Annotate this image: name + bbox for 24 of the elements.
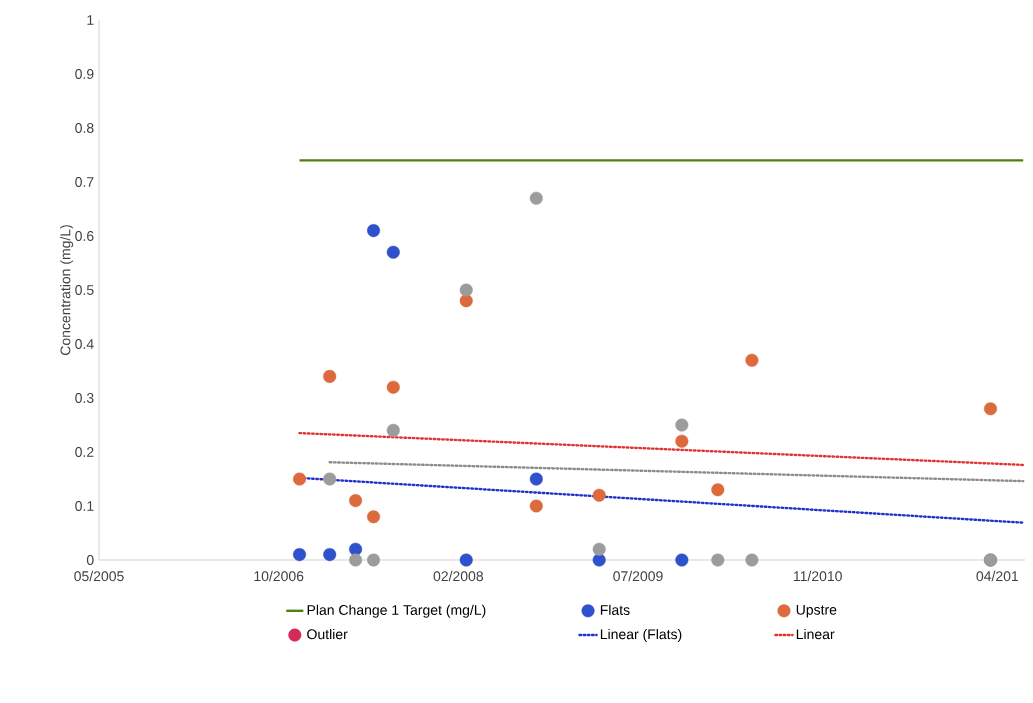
legend-label: Plan Change 1 Target (mg/L)	[307, 604, 486, 618]
legend-label: Flats	[600, 604, 630, 615]
x-tick-label: 10/2006	[254, 570, 304, 582]
y-tick-label: 0.4	[75, 339, 94, 349]
y-tick-label: 0.9	[75, 69, 94, 79]
x-tick-label: 07/2009	[613, 570, 663, 582]
x-tick-label: 02/2008	[433, 570, 484, 582]
y-tick-label: 0	[86, 555, 94, 565]
x-tick-label: 05/2005	[74, 570, 124, 582]
y-tick-label: 0.5	[75, 285, 94, 295]
legend-label: Linear (Flats)	[600, 628, 682, 642]
legend-label: Outlier	[307, 628, 348, 640]
y-tick-label: 0.2	[75, 447, 94, 457]
y-tick-label: 0.7	[75, 177, 94, 187]
legend-label: Linear	[796, 628, 835, 640]
x-tick-label: 04/201	[976, 570, 1019, 582]
y-axis-title: Concentration (mg/L)	[60, 225, 74, 356]
y-tick-label: 0.6	[75, 231, 94, 241]
legend-label: Upstre	[796, 604, 837, 618]
y-tick-label: 0.8	[75, 123, 94, 133]
y-tick-label: 1	[87, 15, 94, 25]
y-tick-label: 0.1	[75, 501, 94, 511]
x-tick-label: 11/2010	[793, 570, 842, 582]
y-tick-label: 0.3	[75, 393, 94, 403]
